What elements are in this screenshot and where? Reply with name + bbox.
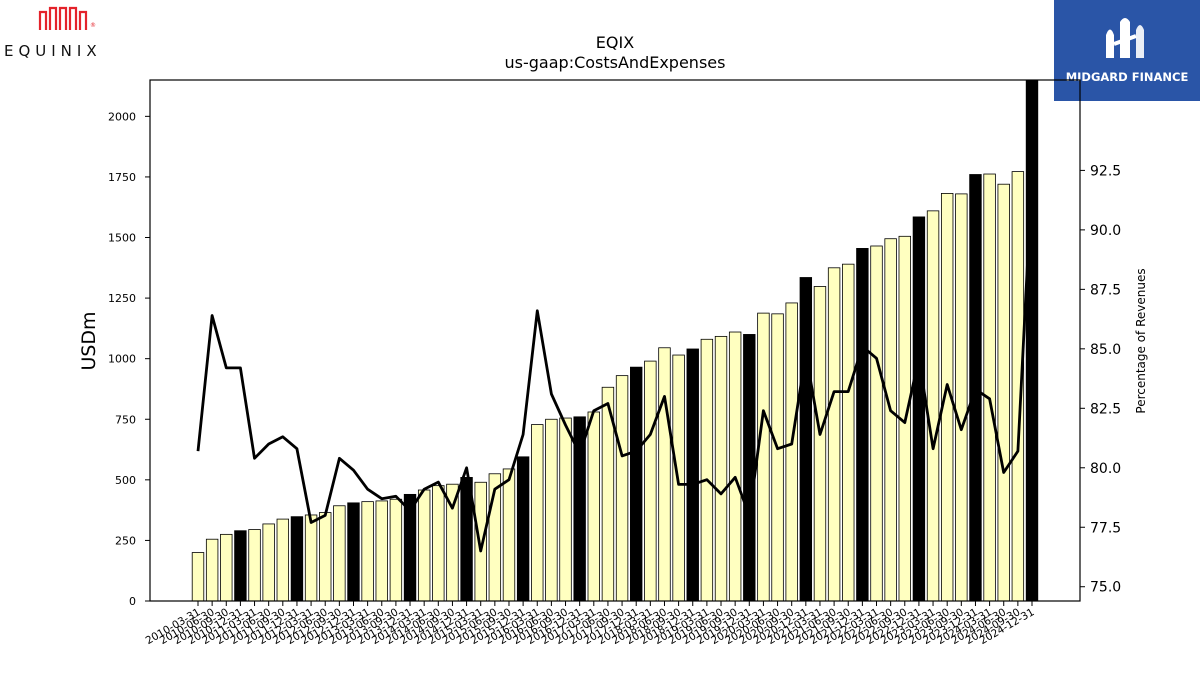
chart-subtitle: us-gaap:CostsAndExpenses bbox=[505, 53, 726, 72]
bar-2010-06-30 bbox=[205, 538, 219, 602]
bar-2021-03-31 bbox=[813, 286, 827, 602]
bar-2024-06-30 bbox=[997, 183, 1010, 602]
y-tick-label: 1750 bbox=[108, 171, 136, 184]
bar-2023-03-31 bbox=[926, 210, 940, 602]
y2-tick-label: 80.0 bbox=[1090, 461, 1121, 477]
bar-2018-06-30 bbox=[658, 347, 671, 602]
bar-2024-12-31 bbox=[1025, 79, 1039, 602]
bar-2024-03-31 bbox=[983, 173, 996, 602]
bar-2010-12-31 bbox=[234, 530, 247, 602]
bar-2013-09-30 bbox=[389, 498, 403, 602]
y2-tick-label: 87.5 bbox=[1090, 282, 1121, 298]
bar-2010-09-30 bbox=[220, 533, 233, 602]
bar-2019-06-30 bbox=[714, 335, 728, 602]
bar-2014-03-31 bbox=[417, 489, 431, 602]
y2-tick-label: 90.0 bbox=[1090, 223, 1121, 239]
bar-2018-12-31 bbox=[686, 348, 699, 602]
bar-2018-03-31 bbox=[644, 360, 657, 602]
bar-2017-12-31 bbox=[630, 366, 643, 602]
chart-title: EQIX bbox=[596, 33, 634, 52]
y2-tick-label: 92.5 bbox=[1090, 163, 1121, 179]
bar-2013-03-31 bbox=[361, 501, 374, 602]
y-tick-label: 500 bbox=[115, 474, 136, 487]
plot-frame bbox=[149, 79, 1081, 602]
midgard-finance-logo: MIDGARD FINANCE bbox=[1054, 0, 1200, 101]
bar-2013-06-30 bbox=[375, 500, 388, 602]
bar-2023-09-30 bbox=[955, 193, 968, 602]
equinix-logo: ® EQUINIX bbox=[0, 0, 130, 70]
bar-2017-03-31 bbox=[587, 411, 600, 602]
bar-2015-09-30 bbox=[502, 468, 516, 602]
bar-2019-12-31 bbox=[743, 334, 756, 602]
bar-2010-03-31 bbox=[191, 552, 205, 602]
bar-2019-09-30 bbox=[728, 331, 742, 602]
bar-2016-03-31 bbox=[531, 424, 544, 602]
equinix-wordmark: EQUINIX bbox=[4, 42, 102, 60]
bar-2021-06-30 bbox=[827, 267, 841, 602]
bar-2014-06-30 bbox=[432, 485, 445, 602]
bar-2012-09-30 bbox=[333, 505, 346, 602]
svg-text:®: ® bbox=[90, 22, 96, 29]
y2-axis-label: Percentage of Revenues bbox=[1134, 268, 1148, 413]
bar-2020-03-31 bbox=[757, 312, 770, 602]
bar-2015-03-31 bbox=[474, 481, 487, 602]
y2-tick-label: 82.5 bbox=[1090, 401, 1121, 417]
midgard-mark-icon bbox=[1106, 18, 1144, 58]
bar-2011-03-31 bbox=[248, 529, 261, 602]
y2-tick-label: 75.0 bbox=[1090, 580, 1121, 596]
bar-2012-06-30 bbox=[319, 512, 332, 602]
equinix-mark-icon: ® bbox=[38, 6, 96, 30]
y-tick-label: 1000 bbox=[108, 353, 136, 366]
bar-2022-06-30 bbox=[884, 238, 897, 602]
bar-2022-12-31 bbox=[912, 216, 926, 602]
bar-2021-12-31 bbox=[856, 248, 869, 602]
y-tick-label: 1500 bbox=[108, 232, 136, 245]
bar-2011-06-30 bbox=[262, 523, 275, 602]
bar-2017-09-30 bbox=[615, 375, 629, 602]
midgard-wordmark: MIDGARD FINANCE bbox=[1065, 70, 1189, 84]
bar-2022-03-31 bbox=[870, 245, 883, 602]
bar-2020-06-30 bbox=[771, 313, 784, 602]
bar-2020-09-30 bbox=[785, 302, 798, 602]
percentage-of-revenues-line bbox=[196, 175, 1034, 553]
bar-2016-09-30 bbox=[559, 417, 572, 602]
y-tick-label: 750 bbox=[115, 413, 136, 426]
y2-tick-label: 77.5 bbox=[1090, 520, 1121, 536]
bar-2011-09-30 bbox=[276, 518, 290, 602]
bar-2012-12-31 bbox=[347, 502, 360, 602]
bar-2023-12-31 bbox=[969, 174, 982, 602]
bar-2015-12-31 bbox=[516, 456, 530, 602]
y-tick-label: 250 bbox=[115, 534, 136, 547]
bar-2021-09-30 bbox=[842, 263, 855, 602]
y2-tick-label: 85.0 bbox=[1090, 342, 1121, 358]
bar-2019-03-31 bbox=[700, 338, 714, 602]
bar-2016-06-30 bbox=[545, 418, 558, 602]
bar-2020-12-31 bbox=[799, 277, 813, 602]
y-tick-label: 1250 bbox=[108, 292, 136, 305]
y-tick-label: 2000 bbox=[108, 110, 136, 123]
y-axis-label: USDm bbox=[78, 311, 100, 370]
bar-2011-12-31 bbox=[290, 516, 304, 602]
bar-2012-03-31 bbox=[304, 514, 318, 602]
y-tick-label: 0 bbox=[129, 595, 136, 608]
